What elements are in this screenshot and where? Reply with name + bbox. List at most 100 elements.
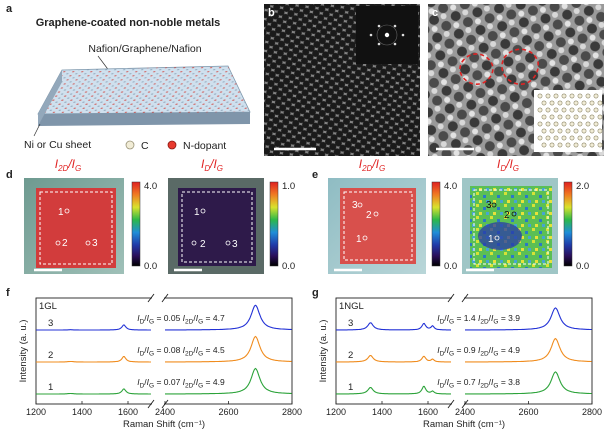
map-e1-colorbar (431, 181, 441, 267)
map-e1-point-3: 3 (352, 200, 358, 211)
slab-front (38, 112, 250, 126)
series-label: 2 (348, 350, 353, 361)
lattice-atom (553, 135, 559, 141)
series-label: 1 (348, 382, 353, 393)
map-d1-point-1: 1 (58, 207, 64, 218)
axis-break-mark (447, 399, 455, 409)
slab-atoms (38, 66, 250, 114)
spectrum-line-1 (465, 371, 592, 395)
lattice-atom (573, 114, 579, 120)
map-d2-cmax: 1.0 (282, 181, 295, 192)
map-d1-point-3: 3 (92, 238, 98, 249)
map-e1-point-2: 2 (366, 210, 372, 221)
x-tick-label: 2600 (218, 407, 238, 417)
panel-label-b: b (268, 7, 275, 19)
lattice-atom (557, 128, 563, 134)
lattice-atom (577, 93, 583, 99)
fft-spots (369, 24, 405, 46)
lattice-atom (573, 100, 579, 106)
lattice-atom (537, 93, 543, 99)
lattice-atom (549, 142, 555, 148)
lattice-atom (585, 121, 591, 127)
lattice-atom (557, 114, 563, 120)
panel-label-g: g (312, 287, 319, 299)
series-label: 1 (48, 382, 53, 393)
raman-chart-f: 1200 1400 1600 2400 2600 2800 Raman Shift (cm⁻… (18, 293, 302, 430)
x-tick-label: 2600 (518, 407, 538, 417)
lattice-atom (565, 114, 571, 120)
lattice-atom (569, 93, 575, 99)
lattice-atom (561, 93, 567, 99)
panel-label-c: c (432, 7, 438, 19)
lattice-atom (589, 128, 595, 134)
lattice-atom (545, 135, 551, 141)
lattice-atom (569, 107, 575, 113)
lattice-atom (549, 128, 555, 134)
lattice-atom (593, 107, 599, 113)
lattice-atom (541, 128, 547, 134)
lattice-atom (553, 107, 559, 113)
lattice-atom (581, 142, 587, 148)
ratio-annotation: ID/IG = 1.4 I2D/IG = 3.9 (437, 313, 520, 326)
lattice-atom (541, 142, 547, 148)
x-tick-label: 2800 (582, 407, 602, 417)
panel-label-a: a (6, 3, 13, 15)
map-d2-point-2: 2 (200, 239, 206, 250)
y-axis-label: Intensity (a. u.) (18, 320, 29, 383)
x-tick-label: 2400 (455, 407, 475, 417)
map-d2-title: ID/IG (201, 157, 223, 173)
spectrum-line-1 (36, 388, 151, 395)
map-e2-point-3: 3 (486, 200, 492, 211)
lattice-atom (565, 100, 571, 106)
lattice-atom (589, 114, 595, 120)
lattice-atom (593, 121, 599, 127)
spectrum-line-1 (336, 385, 451, 395)
spectrum-line-2 (336, 355, 451, 363)
ratio-annotation: ID/IG = 0.05 I2D/IG = 4.7 (137, 313, 225, 326)
series-label: 2 (48, 350, 53, 361)
map-e2-point-1-marker (494, 235, 500, 241)
lattice-atom (573, 142, 579, 148)
lattice-atom (581, 128, 587, 134)
lattice-atom (585, 93, 591, 99)
dopant-outline-1 (459, 53, 494, 85)
substrate-pointer (33, 123, 41, 137)
ratio-annotation: ID/IG = 0.07 I2D/IG = 4.9 (137, 377, 225, 390)
lattice-atom (569, 121, 575, 127)
map-d2-point-3-marker (225, 240, 231, 246)
spectrum-line-2 (36, 355, 151, 363)
x-tick-label: 1600 (418, 407, 438, 417)
ratio-annotation: ID/IG = 0.7 I2D/IG = 3.8 (437, 377, 520, 390)
map-d1-cmin: 0.0 (144, 261, 157, 272)
spectrum-line-3 (165, 304, 292, 331)
dopant-outline-2 (501, 48, 540, 85)
x-tick-label: 1200 (326, 407, 346, 417)
map-e1-point-3-marker (357, 202, 363, 208)
lattice-atom (565, 128, 571, 134)
map-d1-fill (36, 188, 116, 268)
map-e1-fill (340, 188, 416, 264)
map-e1-cmin: 0.0 (444, 261, 457, 272)
map-e2-point-2-marker (511, 211, 517, 217)
lattice-atom (545, 107, 551, 113)
lattice-atom (553, 121, 559, 127)
lattice-atom (549, 114, 555, 120)
axis-break-gap (452, 295, 464, 301)
lattice-atom (561, 107, 567, 113)
axis-break-gap (452, 401, 464, 407)
map-e1-point-1-marker (362, 235, 368, 241)
lattice-atom (549, 100, 555, 106)
lattice-atom (573, 128, 579, 134)
lattice-atom (585, 107, 591, 113)
map-e2-cmax: 2.0 (576, 181, 589, 192)
sample-label: 1NGL (339, 301, 364, 312)
map-d1-cmax: 4.0 (144, 181, 157, 192)
map-e2-point-2: 2 (504, 210, 510, 221)
lattice-atom (537, 135, 543, 141)
lattice-atom (537, 107, 543, 113)
lattice-atom (561, 135, 567, 141)
lattice-atom (597, 114, 603, 120)
map-d2-point-1: 1 (194, 207, 200, 218)
ratio-annotation: ID/IG = 0.9 I2D/IG = 4.9 (437, 345, 520, 358)
axis-break-gap (152, 401, 164, 407)
